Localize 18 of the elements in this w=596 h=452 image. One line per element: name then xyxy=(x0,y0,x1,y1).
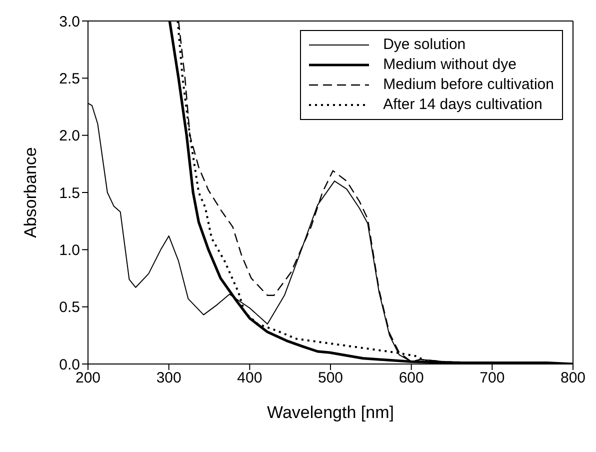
x-axis-title: Wavelength [nm] xyxy=(267,403,394,422)
y-tick-label: 3.0 xyxy=(59,13,80,30)
y-tick-label: 2.0 xyxy=(59,128,80,145)
x-tick-label: 600 xyxy=(398,370,424,387)
x-tick-label: 700 xyxy=(480,370,505,387)
y-tick-label: 1.0 xyxy=(59,242,80,259)
x-tick-label: 400 xyxy=(237,370,262,387)
y-axis-title: Absorbance xyxy=(21,147,40,238)
legend-label: Dye solution xyxy=(383,35,466,55)
legend-label: After 14 days cultivation xyxy=(383,95,542,115)
x-tick-label: 500 xyxy=(318,370,344,387)
y-tick-label: 1.5 xyxy=(59,184,80,202)
x-tick-label: 300 xyxy=(156,370,182,387)
legend-label: Medium before cultivation xyxy=(383,75,554,95)
x-tick-label: 800 xyxy=(560,370,586,387)
y-tick-label: 2.5 xyxy=(59,70,80,88)
y-tick-label: 0.5 xyxy=(59,299,80,316)
legend-label: Medium without dye xyxy=(383,55,516,75)
